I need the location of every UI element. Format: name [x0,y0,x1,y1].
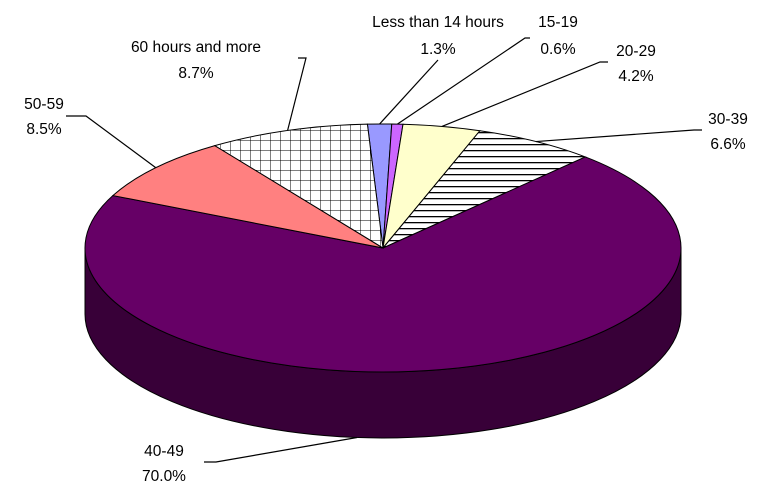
svg-text:20-29: 20-29 [616,43,656,60]
pie-slice-30-39 [382,130,587,249]
leader-line-15-19 [397,37,530,125]
leader-line-less-than-14-hours [379,59,439,125]
svg-text:4.2%: 4.2% [618,68,654,85]
leader-line-40-49 [204,436,358,463]
svg-text:15-19: 15-19 [538,14,578,31]
slice-label-30-39: 30-39 6.6% [708,111,748,153]
slice-label-20-29: 20-29 4.2% [616,43,656,85]
slice-label-less-than-14-hours: Less than 14 hours 1.3% [372,14,504,58]
svg-text:60 hours and more: 60 hours and more [131,39,261,56]
svg-text:6.6%: 6.6% [710,136,746,153]
svg-text:1.3%: 1.3% [420,41,456,58]
svg-text:50-59: 50-59 [24,96,64,113]
slice-label-40-49: 40-49 70.0% [142,443,186,485]
slice-label-15-19: 15-19 0.6% [538,14,578,58]
pie-slices [84,123,682,373]
pie-slice-40-49 [84,156,682,373]
leader-line-30-39 [535,129,702,143]
svg-text:0.6%: 0.6% [540,41,576,58]
svg-text:Less than 14 hours: Less than 14 hours [372,14,504,31]
svg-text:70.0%: 70.0% [142,468,186,485]
svg-text:30-39: 30-39 [708,111,748,128]
leader-line-20-29 [441,61,608,128]
svg-text:8.7%: 8.7% [178,65,214,82]
leader-line-60-hours-and-more [286,57,307,131]
svg-text:40-49: 40-49 [144,443,184,460]
slice-label-50-59: 50-59 8.5% [24,96,64,138]
slice-label-60-hours-and-more: 60 hours and more 8.7% [131,39,261,82]
leader-line-50-59 [66,115,157,169]
label-leaders [66,37,702,463]
svg-text:8.5%: 8.5% [26,121,62,138]
